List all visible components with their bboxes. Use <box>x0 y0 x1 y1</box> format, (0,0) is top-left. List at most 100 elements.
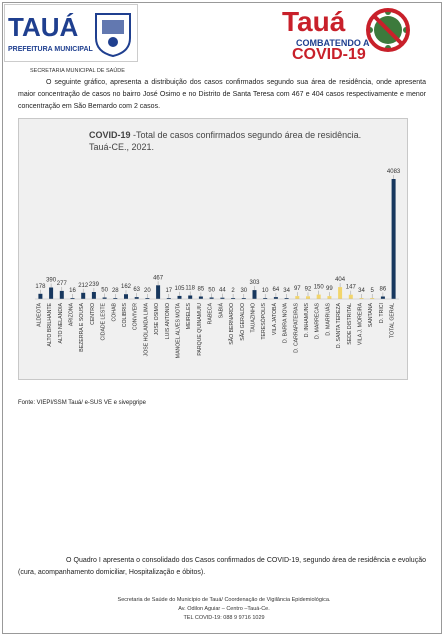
value-label-27: 99 <box>326 286 333 292</box>
category-label-20: TAUAZINHO <box>251 303 257 333</box>
category-label-27: D. MARRUÁS <box>324 302 331 335</box>
bar-13 <box>177 295 182 299</box>
bar-30 <box>359 298 364 299</box>
value-label-26: 150 <box>314 285 325 291</box>
category-label-5: CENTRO <box>90 303 96 325</box>
crest-icon <box>95 13 131 58</box>
value-label-8: 162 <box>121 284 132 290</box>
bar-31 <box>370 298 375 299</box>
category-label-22: VILA JATOBÁ <box>271 302 278 335</box>
value-label-2: 277 <box>57 281 68 287</box>
value-label-29: 147 <box>346 285 357 291</box>
value-label-1: 390 <box>46 278 57 284</box>
value-label-23: 34 <box>283 288 290 294</box>
value-label-28: 404 <box>335 277 346 283</box>
bar-19 <box>241 298 246 299</box>
value-label-21: 10 <box>262 288 269 294</box>
category-label-29: SEDE DISTRITAL <box>347 303 353 345</box>
bar-chart: 178 ALDEOTA 390 ALTO BRILHANTE 277 ALTO NELAN… <box>35 169 401 358</box>
bar-11 <box>156 285 161 299</box>
value-label-15: 85 <box>198 287 205 293</box>
bar-21 <box>263 298 268 299</box>
category-label-12: LUIS ANTONIO <box>165 303 171 339</box>
value-label-10: 20 <box>144 288 151 294</box>
secretaria-label: SECRETARIA MUNICIPAL DE SAÚDE <box>30 68 125 74</box>
category-label-6: CIDADE LESTE <box>101 302 107 340</box>
value-label-31: 5 <box>371 288 375 294</box>
category-label-16: RABECA <box>208 302 214 324</box>
value-label-17: 44 <box>219 288 226 294</box>
category-label-14: MEIRELES <box>186 302 192 329</box>
page-border <box>2 2 442 634</box>
category-label-28: D. SANTA TEREZA <box>336 302 342 348</box>
bar-24 <box>295 296 300 299</box>
value-label-7: 28 <box>112 288 119 294</box>
bar-29 <box>348 294 353 299</box>
category-label-21: TERESÓPOLIS <box>260 302 267 339</box>
bar-18 <box>231 298 236 299</box>
category-label-3: ARIZONA <box>69 302 75 326</box>
logo-right-sub1: COMBATENDO A <box>296 38 370 48</box>
category-label-11: JOSE OSIMO <box>154 303 160 335</box>
chart-subtitle: Tauá-CE., 2021. <box>89 142 155 152</box>
chart-title-rest: -Total de casos confirmados segundo área… <box>130 130 362 140</box>
category-label-10: JOSE HOLANDA LIMA <box>143 302 149 356</box>
value-label-6: 50 <box>101 288 108 294</box>
footer-line2: Av. Odilon Aguiar – Centro –Tauá-Ce. <box>178 606 270 612</box>
value-label-19: 30 <box>240 288 247 294</box>
value-label-22: 64 <box>273 287 280 293</box>
virus-crossed-icon <box>366 8 410 52</box>
bar-32 <box>380 296 385 299</box>
category-label-9: CONVIVER <box>133 303 139 330</box>
footer-line1: Secretaria de Saúde do Município de Tauá… <box>117 597 331 603</box>
value-label-32: 86 <box>380 287 387 293</box>
value-label-25: 92 <box>305 286 312 292</box>
category-label-19: SÃO GERALDO <box>239 303 246 341</box>
chart-frame: COVID-19 -Total de casos confirmados seg… <box>18 118 408 380</box>
footer-line3: TEL COVID-19: 088 9 9716 1029 <box>183 615 265 621</box>
value-label-14: 118 <box>185 286 195 292</box>
bar-23 <box>284 298 289 299</box>
logo-right-sub2: COVID-19 <box>292 46 366 63</box>
source-note: Fonte: VIEPI/SSM Tauá/ e-SUS VE e sivepg… <box>18 400 146 406</box>
category-label-8: COLIBRIS <box>122 302 128 327</box>
category-label-0: ALDEOTA <box>36 302 42 326</box>
category-label-30: VILA J. MOREIRA <box>358 302 364 345</box>
value-label-13: 105 <box>174 286 185 292</box>
bar-17 <box>220 297 225 299</box>
bar-33 <box>391 179 396 299</box>
category-label-25: D. INHAMUNS <box>304 302 310 337</box>
value-label-16: 50 <box>208 288 215 294</box>
covid-campaign-logo: Tauá COMBATENDO A COVID-19 <box>276 4 442 66</box>
category-label-15: PARQUE QUINAMUIU <box>197 303 203 356</box>
value-label-12: 17 <box>165 288 172 294</box>
logo-frame <box>4 4 138 62</box>
value-label-9: 63 <box>133 287 140 293</box>
category-label-17: SABIÁ <box>217 302 224 318</box>
bar-25 <box>306 296 310 299</box>
bar-2 <box>59 290 64 299</box>
value-label-11: 467 <box>153 275 164 281</box>
category-label-4: BEZERRA E SOUSA <box>79 302 85 351</box>
category-label-32: D. TRICI <box>379 303 385 323</box>
footer: Secretaria de Saúde do Município de Tauá… <box>0 596 448 623</box>
bar-4 <box>81 292 86 299</box>
category-label-1: ALTO BRILHANTE <box>47 302 53 346</box>
bar-0 <box>38 293 43 299</box>
bar-20 <box>252 290 257 299</box>
category-label-23: D. BARRA NOVA <box>283 302 289 343</box>
category-label-2: ALTO NELANDIA <box>58 302 64 343</box>
bar-3 <box>70 298 75 299</box>
logo-left-word: TAUÁ <box>8 12 79 42</box>
bar-6 <box>102 297 107 299</box>
bar-26 <box>316 294 321 299</box>
value-label-4: 212 <box>78 283 89 289</box>
value-label-24: 97 <box>294 286 301 292</box>
bar-7 <box>113 298 118 299</box>
bar-12 <box>166 298 171 299</box>
value-label-5: 239 <box>89 282 100 288</box>
value-label-0: 178 <box>35 284 46 290</box>
chart-title-bold: COVID-19 <box>89 130 131 140</box>
category-label-33: TOTAL GERAL <box>390 303 396 338</box>
value-label-3: 16 <box>69 288 76 294</box>
